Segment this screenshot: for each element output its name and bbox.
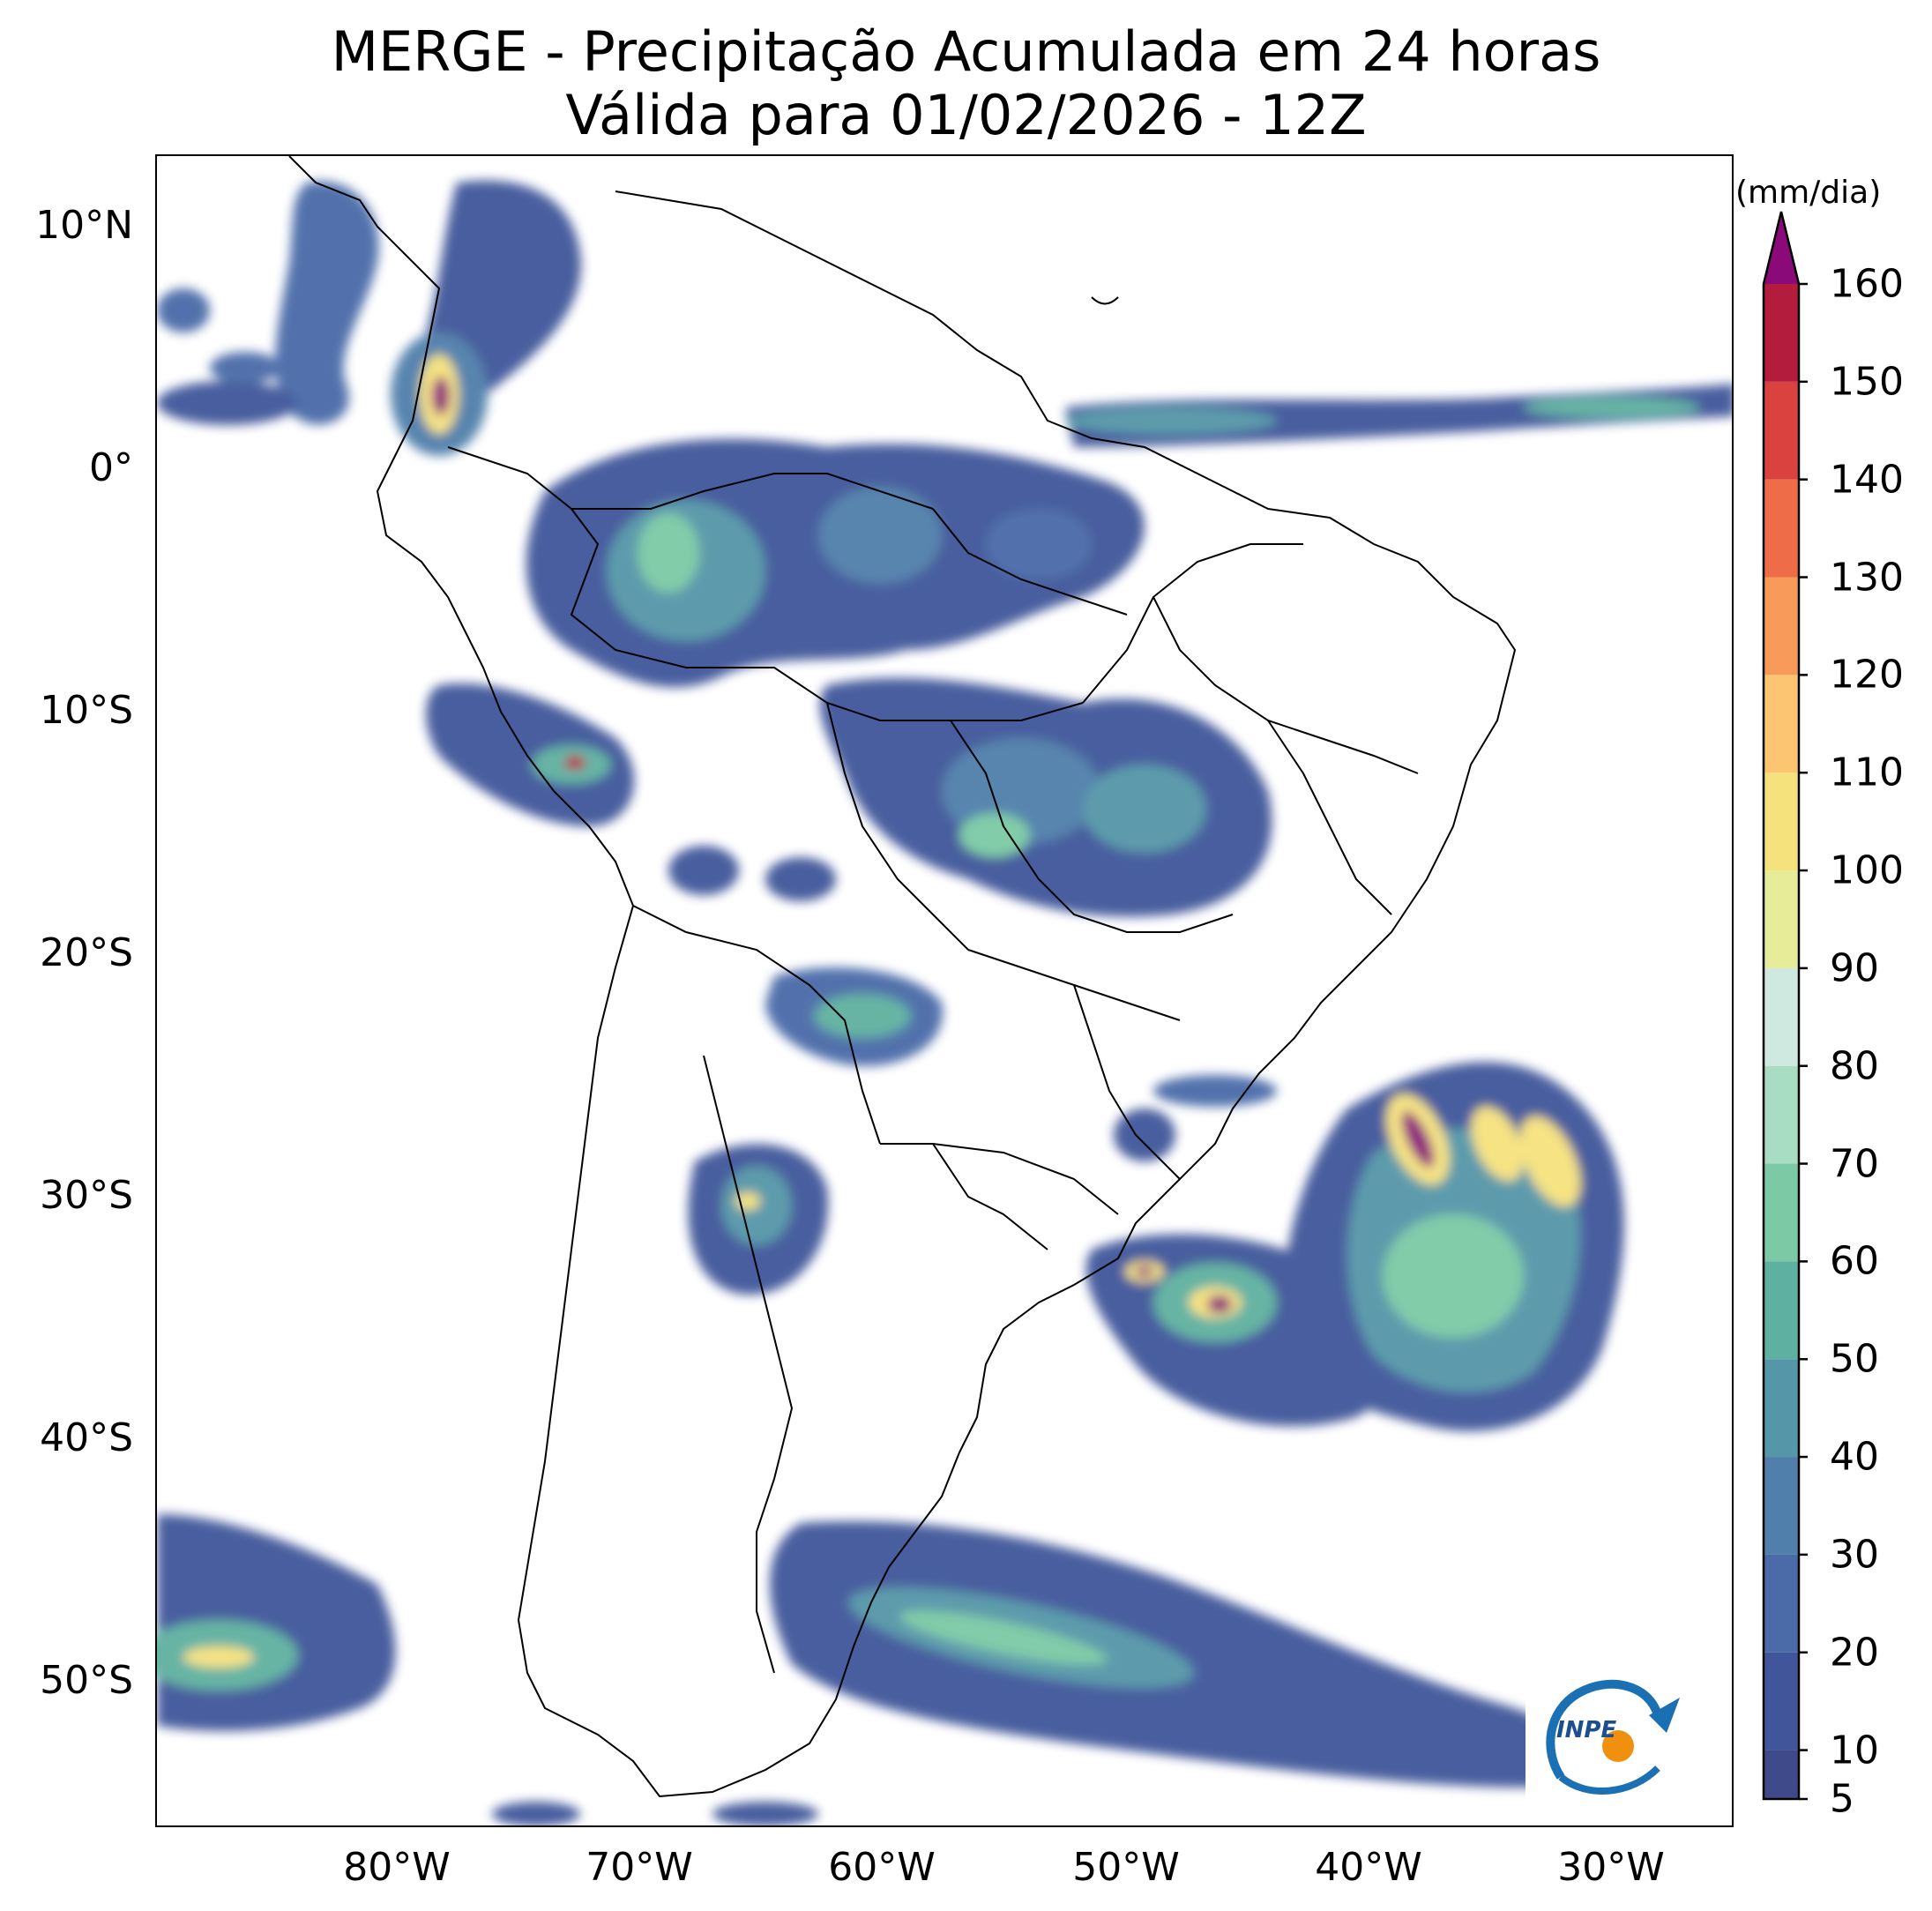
inpe-logo-icon: INPE (1525, 1645, 1718, 1812)
colorbar-tick-label: 5 (1830, 1776, 1854, 1822)
lat-tick-label: 40°S (40, 1415, 133, 1460)
colorbar-segment (1764, 479, 1799, 578)
colorbar-tick-label: 20 (1830, 1630, 1879, 1676)
map-title: MERGE - Precipitação Acumulada em 24 hor… (331, 19, 1601, 84)
colorbar-tick-label: 60 (1830, 1238, 1879, 1284)
colorbar-tick-label: 150 (1830, 359, 1904, 405)
lat-tick-label: 50°S (40, 1658, 133, 1703)
colorbar-outline (1762, 211, 1801, 1801)
colorbar-tick-label: 140 (1830, 457, 1904, 503)
lon-tick-label: 30°W (1557, 1845, 1665, 1890)
coastlines-and-borders (288, 156, 1517, 1798)
lon-tick-label: 60°W (828, 1845, 936, 1890)
colorbar-segment (1764, 967, 1799, 1066)
colorbar-segment (1764, 870, 1799, 968)
lat-tick-label: 30°S (40, 1173, 133, 1218)
precipitation-field (157, 180, 1732, 1825)
colorbar-segment (1764, 1261, 1799, 1360)
colorbar-segment (1764, 675, 1799, 773)
colorbar-tick-label: 70 (1830, 1141, 1879, 1187)
colorbar-tick-label: 80 (1830, 1043, 1879, 1089)
colorbar-segment (1764, 1359, 1799, 1458)
lat-tick-label: 20°S (40, 930, 133, 975)
colorbar-segment (1764, 1750, 1799, 1799)
colorbar-segment (1764, 1457, 1799, 1555)
colorbar-tick-label: 50 (1830, 1336, 1879, 1382)
map-subtitle: Válida para 01/02/2026 - 12Z (565, 83, 1367, 147)
lon-tick-label: 70°W (586, 1845, 693, 1890)
colorbar-segment (1764, 773, 1799, 871)
colorbar-segment (1764, 1554, 1799, 1653)
colorbar-segment (1764, 381, 1799, 480)
colorbar-tick-label: 130 (1830, 555, 1904, 601)
colorbar-segment (1764, 1065, 1799, 1164)
colorbar-segment (1764, 577, 1799, 676)
lat-tick-label: 0° (89, 445, 133, 490)
colorbar-tick-label: 90 (1830, 945, 1879, 991)
lon-tick-label: 40°W (1315, 1845, 1422, 1890)
colorbar-unit: (mm/dia) (1735, 175, 1882, 211)
colorbar-tick-label: 110 (1830, 750, 1904, 795)
colorbar-segment (1764, 284, 1799, 382)
logo-text: INPE (1556, 1717, 1616, 1743)
colorbar-tick-label: 120 (1830, 652, 1904, 698)
colorbar-tick-label: 160 (1830, 261, 1904, 307)
colorbar-tick-label: 40 (1830, 1434, 1879, 1480)
colorbar-tick-label: 10 (1830, 1728, 1879, 1773)
lat-tick-label: 10°N (35, 203, 133, 248)
colorbar-extend-max (1764, 212, 1799, 284)
lon-tick-label: 50°W (1072, 1845, 1180, 1890)
colorbar-tick-label: 30 (1830, 1532, 1879, 1578)
colorbar-segment (1764, 1163, 1799, 1262)
lat-tick-label: 10°S (40, 688, 133, 733)
precipitation-map (155, 154, 1734, 1827)
colorbar-tick-label: 100 (1830, 847, 1904, 893)
lon-tick-label: 80°W (343, 1845, 451, 1890)
colorbar (1762, 211, 1808, 1801)
colorbar-segment (1764, 1652, 1799, 1751)
